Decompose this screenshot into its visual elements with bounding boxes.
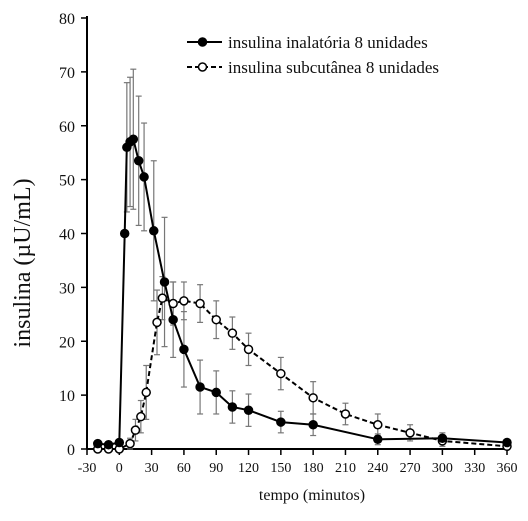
- legend-label: insulina inalatória 8 unidades: [228, 33, 428, 52]
- data-point-inhaled: [276, 417, 286, 427]
- data-point-inhaled: [133, 156, 144, 166]
- y-tick-label: 10: [59, 388, 75, 405]
- data-point-inhaled: [119, 228, 130, 239]
- data-point-subcutaneous: [276, 368, 286, 379]
- series-lines: [97, 137, 508, 450]
- data-point-subcutaneous: [168, 298, 178, 309]
- data-point-inhaled: [93, 438, 103, 449]
- data-point-inhaled: [211, 387, 221, 398]
- series-markers: [93, 134, 512, 454]
- data-point-inhaled: [149, 226, 159, 236]
- data-point-inhaled: [179, 344, 189, 355]
- y-tick-label: 0: [67, 442, 75, 459]
- error-bars: [123, 68, 510, 450]
- data-point-subcutaneous: [179, 296, 189, 306]
- data-point-inhaled: [308, 420, 318, 430]
- data-point-subcutaneous: [125, 438, 135, 449]
- y-axis-title: insulina (µU/mL): [10, 178, 36, 347]
- y-tick-label: 30: [59, 280, 75, 297]
- data-point-inhaled: [103, 439, 114, 450]
- x-tick-label: 180: [303, 461, 324, 476]
- data-point-subcutaneous: [141, 387, 151, 398]
- x-tick-label: 360: [497, 461, 518, 476]
- y-tick-label: 50: [59, 173, 75, 190]
- x-tick-label: 120: [238, 461, 259, 476]
- x-tick-label: 240: [367, 461, 388, 476]
- data-point-inhaled: [227, 402, 238, 412]
- data-point-inhaled: [139, 172, 149, 182]
- data-point-subcutaneous: [243, 344, 254, 355]
- data-point-inhaled: [128, 134, 139, 144]
- data-point-inhaled: [168, 314, 178, 325]
- data-point-subcutaneous: [373, 420, 383, 430]
- data-point-inhaled: [243, 405, 254, 415]
- data-point-subcutaneous: [136, 411, 146, 422]
- data-point-inhaled: [159, 277, 170, 287]
- x-tick-label: 330: [464, 461, 485, 476]
- data-point-subcutaneous: [130, 425, 141, 435]
- y-tick-label: 70: [59, 65, 75, 82]
- data-point-inhaled: [437, 433, 448, 443]
- x-tick-label: 210: [335, 461, 356, 476]
- data-point-subcutaneous: [405, 428, 415, 438]
- legend-label: insulina subcutânea 8 unidades: [228, 58, 439, 77]
- series-line-subcutaneous: [97, 296, 508, 450]
- data-point-inhaled: [195, 382, 205, 392]
- data-point-inhaled: [373, 434, 383, 445]
- data-point-subcutaneous: [227, 328, 238, 338]
- x-tick-label: 270: [400, 461, 421, 476]
- x-axis-title: tempo (minutos): [259, 487, 365, 504]
- series-line-inhaled: [97, 137, 508, 446]
- x-tick-label: -30: [78, 461, 97, 476]
- legend: insulina inalatória 8 unidades insulina s…: [187, 33, 439, 77]
- x-tick-label: 60: [177, 461, 191, 476]
- y-tick-label: 40: [59, 227, 75, 244]
- x-tick-label: 90: [209, 461, 223, 476]
- data-point-inhaled: [114, 437, 125, 448]
- x-tick-label: 30: [145, 461, 159, 476]
- data-point-subcutaneous: [340, 409, 351, 419]
- legend-marker: [197, 62, 208, 72]
- y-tick-label: 80: [59, 11, 75, 28]
- y-tick-label: 60: [59, 119, 75, 136]
- x-tick-label: 0: [116, 461, 123, 476]
- legend-marker: [197, 37, 208, 47]
- data-point-inhaled: [502, 437, 512, 448]
- data-point-subcutaneous: [195, 298, 205, 309]
- data-point-subcutaneous: [211, 314, 221, 325]
- x-tick-label: 300: [432, 461, 453, 476]
- data-point-subcutaneous: [152, 317, 162, 328]
- y-tick-label: 20: [59, 334, 75, 351]
- data-point-subcutaneous: [157, 293, 168, 303]
- data-point-subcutaneous: [308, 393, 318, 403]
- x-tick-label: 150: [270, 461, 291, 476]
